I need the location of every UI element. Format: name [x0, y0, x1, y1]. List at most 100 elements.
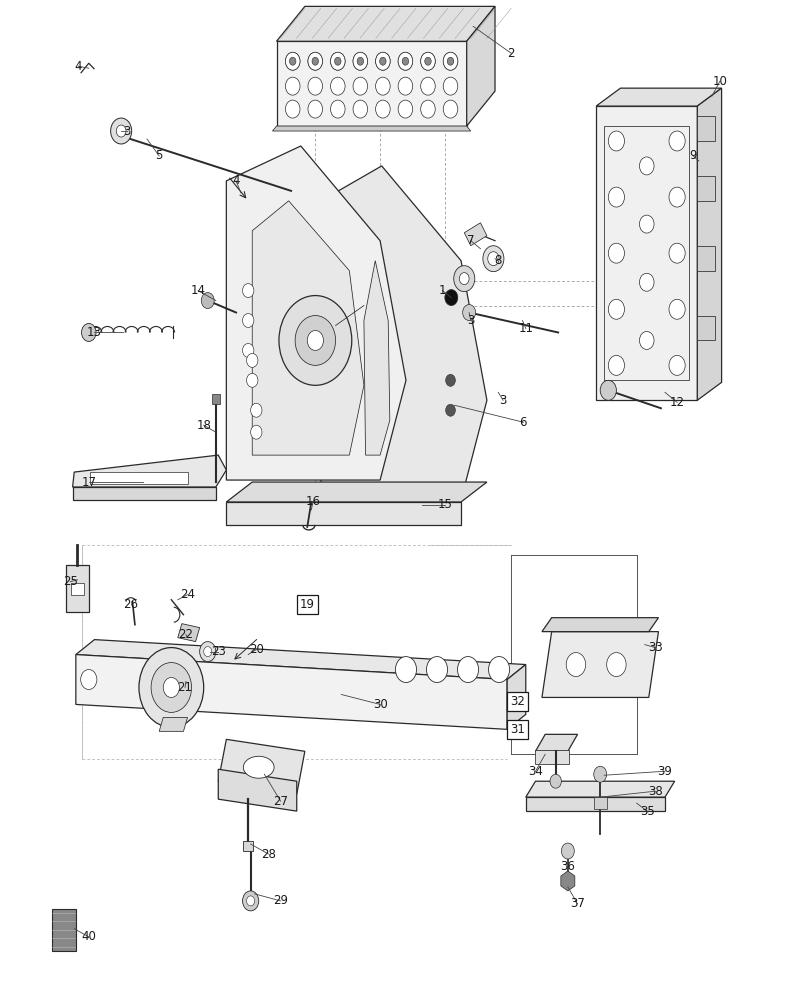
Circle shape — [668, 299, 684, 319]
Polygon shape — [159, 717, 187, 731]
Bar — [697, 246, 714, 271]
Text: 40: 40 — [81, 930, 97, 943]
Text: 36: 36 — [560, 860, 574, 873]
Circle shape — [668, 355, 684, 375]
Circle shape — [443, 77, 457, 95]
Circle shape — [457, 657, 478, 682]
Ellipse shape — [243, 756, 274, 778]
Bar — [534, 750, 569, 764]
Circle shape — [242, 284, 254, 298]
Circle shape — [353, 52, 367, 70]
Polygon shape — [363, 261, 389, 455]
Circle shape — [560, 843, 573, 859]
Circle shape — [139, 648, 204, 727]
Polygon shape — [226, 146, 406, 480]
Polygon shape — [595, 88, 721, 106]
Circle shape — [307, 52, 322, 70]
Text: 33: 33 — [647, 641, 662, 654]
Circle shape — [445, 404, 455, 416]
Bar — [697, 116, 714, 141]
Polygon shape — [320, 166, 487, 500]
Circle shape — [375, 100, 389, 118]
Bar — [71, 583, 84, 595]
Circle shape — [247, 373, 258, 387]
Text: 5: 5 — [156, 149, 163, 162]
Circle shape — [420, 52, 435, 70]
Circle shape — [607, 243, 624, 263]
Text: 38: 38 — [647, 785, 662, 798]
Circle shape — [606, 653, 625, 677]
Polygon shape — [466, 6, 495, 126]
Circle shape — [420, 77, 435, 95]
Circle shape — [307, 330, 323, 350]
Text: 18: 18 — [196, 419, 211, 432]
Circle shape — [375, 52, 389, 70]
Text: 25: 25 — [62, 575, 78, 588]
Circle shape — [242, 314, 254, 327]
Text: 32: 32 — [509, 695, 525, 708]
Text: 12: 12 — [669, 396, 684, 409]
Circle shape — [200, 642, 216, 662]
Polygon shape — [51, 909, 75, 951]
Polygon shape — [226, 502, 461, 525]
Circle shape — [459, 273, 469, 285]
Polygon shape — [277, 6, 495, 41]
Circle shape — [81, 323, 96, 341]
Text: 29: 29 — [272, 894, 288, 907]
Circle shape — [116, 125, 126, 137]
Circle shape — [668, 243, 684, 263]
Circle shape — [201, 293, 214, 309]
Bar — [697, 176, 714, 201]
Circle shape — [353, 77, 367, 95]
Bar — [697, 316, 714, 340]
Circle shape — [607, 355, 624, 375]
Circle shape — [487, 252, 499, 266]
Circle shape — [420, 100, 435, 118]
Polygon shape — [534, 734, 577, 751]
Circle shape — [247, 353, 258, 367]
Circle shape — [285, 100, 299, 118]
Circle shape — [307, 52, 322, 70]
Polygon shape — [697, 88, 721, 400]
Circle shape — [397, 77, 412, 95]
Circle shape — [242, 891, 259, 911]
Text: 19: 19 — [299, 598, 315, 611]
Circle shape — [447, 57, 453, 65]
Polygon shape — [75, 640, 525, 680]
Circle shape — [375, 77, 389, 95]
Circle shape — [330, 100, 345, 118]
Circle shape — [639, 157, 653, 175]
Text: 17: 17 — [81, 476, 97, 489]
Circle shape — [599, 380, 616, 400]
Polygon shape — [541, 618, 658, 632]
Text: 30: 30 — [372, 698, 387, 711]
Bar — [593, 797, 606, 809]
Polygon shape — [525, 797, 664, 811]
Circle shape — [163, 678, 179, 697]
Text: 27: 27 — [272, 795, 288, 808]
Circle shape — [607, 299, 624, 319]
Circle shape — [285, 52, 299, 70]
Text: 8: 8 — [493, 254, 500, 267]
Circle shape — [380, 57, 386, 65]
Text: 31: 31 — [509, 723, 525, 736]
Text: 21: 21 — [178, 681, 192, 694]
Circle shape — [565, 653, 585, 677]
Polygon shape — [226, 482, 487, 502]
Text: 10: 10 — [712, 75, 727, 88]
Circle shape — [307, 100, 322, 118]
Circle shape — [443, 100, 457, 118]
Text: 26: 26 — [123, 598, 138, 611]
Circle shape — [420, 52, 435, 70]
Circle shape — [401, 57, 408, 65]
Circle shape — [251, 425, 262, 439]
Text: 39: 39 — [657, 765, 672, 778]
Bar — [603, 126, 689, 380]
Circle shape — [639, 331, 653, 349]
Polygon shape — [464, 223, 487, 246]
Circle shape — [330, 52, 345, 70]
Polygon shape — [66, 565, 88, 612]
Circle shape — [251, 403, 262, 417]
Circle shape — [593, 766, 606, 782]
Text: 9: 9 — [689, 149, 696, 162]
